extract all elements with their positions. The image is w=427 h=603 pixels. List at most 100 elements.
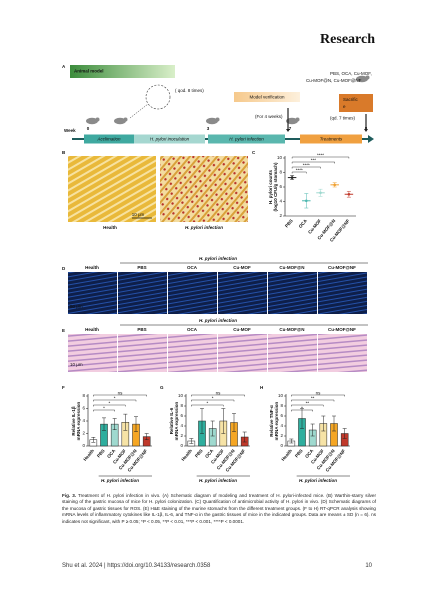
stage-label: Acclimation [96,137,121,142]
column-label: Cu-MOF@NF [328,327,356,332]
image-label: Health [103,225,117,230]
significance-bracket [291,394,345,397]
mouse-icon [215,117,220,122]
significance-bracket [291,171,307,174]
note: (qd. 7 times) [330,116,356,121]
column-label: Cu-MOF@N [279,265,304,270]
error-bar [242,431,247,443]
group-header: H. pylori infection [199,256,237,261]
y-axis-label: H. pylori counts [268,170,273,205]
significance-label: *** [311,158,317,163]
y-tick-label: 2 [279,213,282,218]
y-axis-label: (log10 CFU/g stomach) [273,162,278,212]
y-tick-label: 4 [180,423,183,428]
significance-bracket [291,399,335,402]
significance-label: * [108,401,110,406]
panel-label: H [260,385,263,390]
note: ( qod. 8 times) [175,88,204,93]
sacrifice-box [339,94,373,112]
sacrifice: Sacrific [343,97,359,102]
column-label: Cu-MOF [233,327,251,332]
micrograph [118,334,167,372]
micrograph [318,334,367,372]
mouse-icon [365,75,370,80]
y-tick-label: 4 [279,199,282,204]
error-bar [332,415,336,432]
significance-bracket [93,409,115,412]
week-label: Week [64,128,76,133]
x-tick-label: OCA [106,448,117,459]
significance-label: ** [306,401,310,406]
column-label: Cu-MOF [233,265,251,270]
y-tick-label: 0 [180,443,183,448]
y-tick-label: 0 [82,443,85,448]
x-tick-label: Health [82,448,95,462]
significance-bracket [291,166,321,169]
page-number: 10 [365,563,372,569]
arrow-head [364,129,368,132]
significance-label: * [103,406,105,411]
error-bar [189,438,194,444]
arrow-head [286,129,290,132]
zoom-line [129,103,149,119]
micrograph [168,272,217,314]
panel-label: A [62,64,66,69]
error-bar [300,408,304,429]
column-label: PBS [137,327,146,332]
stage-box [300,134,362,144]
y-tick-label: 2 [180,433,183,438]
significance-bracket [291,404,324,407]
image-label: H. pylori infection [185,225,223,230]
y-tick-label: 8 [180,403,183,408]
significance-label: * [206,401,208,406]
title-box [70,65,175,78]
y-axis-label: mRNA expression [274,401,279,440]
timeline-arrow [368,135,374,143]
zoom-circle [145,84,171,110]
y-axis-label: Relative TNF-α [269,405,274,437]
mouse-icon [206,117,218,125]
group-label: H. pylori infection [101,478,139,483]
group-header: H. pylori infection [199,318,237,323]
y-axis-label: Relative IL-1β [71,406,76,436]
caption-label: Fig. 3. [62,493,77,498]
journal-name: Research [320,32,375,47]
significance-label: * [114,396,116,401]
significance-bracket [291,161,335,164]
y-tick-label: 0 [280,443,283,448]
mouse-icon [356,75,368,83]
y-tick-label: 10 [178,393,184,398]
error-bar [304,193,309,209]
significance-label: **** [317,153,324,158]
significance-bracket [191,404,224,407]
significance-bracket [291,409,313,412]
panel-label: E [62,328,65,333]
error-bar [310,423,315,437]
error-bar [112,418,117,430]
error-bar [232,413,236,432]
column-label: Health [85,265,99,270]
footer-citation: Shu et al. 2024 | https://doi.org/10.341… [62,563,211,569]
y-tick-label: 8 [280,403,283,408]
y-tick-label: 6 [82,406,85,411]
y-tick-label: 8 [82,393,85,398]
column-label: OCA [187,327,198,332]
y-tick-label: 10 [277,155,283,160]
caption: Fig. 3. Treatment of H. pylori infection… [62,493,376,525]
stain-image [160,156,248,222]
mouse-icon [95,117,100,122]
mouse-icon [123,117,128,122]
column-label: PBS [137,265,146,270]
panel-label: G [160,385,164,390]
x-tick-label: PBS [96,448,106,458]
x-tick-label: Health [180,448,193,462]
x-tick-label: PBS [194,448,204,458]
significance-label: **** [296,168,303,173]
error-bar [134,416,138,432]
micrograph [218,272,267,314]
significance-label: ns [118,391,124,396]
panel-label: D [62,266,66,271]
mouse-icon [286,117,298,125]
